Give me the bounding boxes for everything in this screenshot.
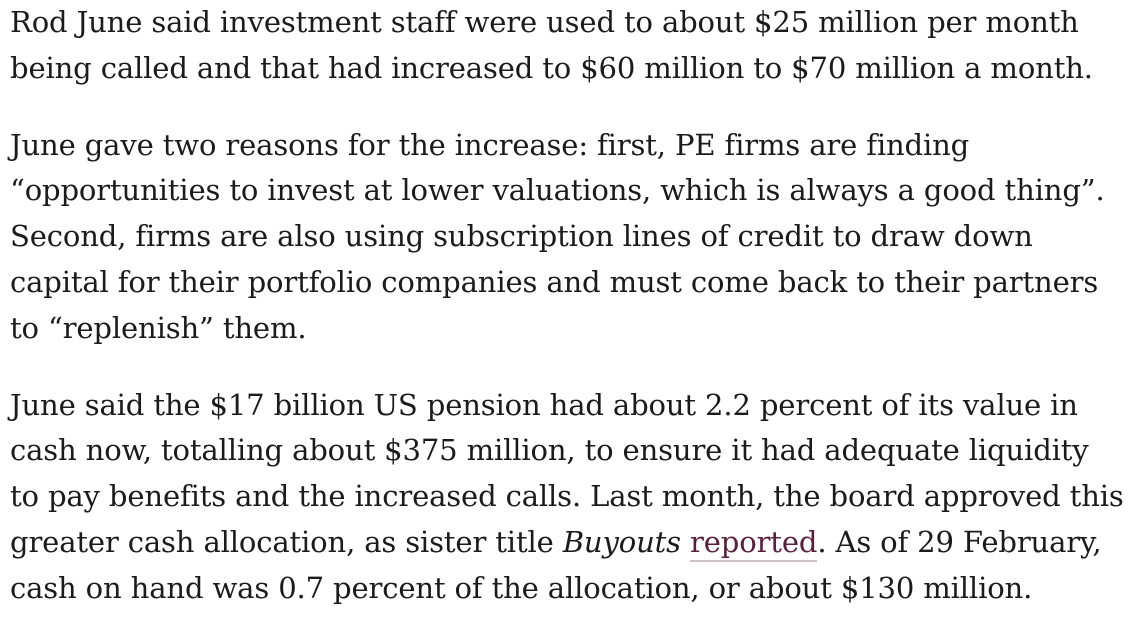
text-line-with-link: greater cash allocation, as sister title… xyxy=(10,520,1130,566)
text-line: capital for their portfolio companies an… xyxy=(10,264,1099,299)
text-line: to “replenish” them. xyxy=(10,310,307,345)
paragraph-2: June gave two reasons for the increase: … xyxy=(10,123,1130,352)
text-line: Second, firms are also using subscriptio… xyxy=(10,219,1033,254)
text-line: Rod June said investment staff were used… xyxy=(10,5,1079,39)
paragraph-1: Rod June said investment staff were used… xyxy=(10,0,1130,92)
text-line: June gave two reasons for the increase: … xyxy=(10,127,970,162)
text-fragment: greater cash allocation, as sister title xyxy=(10,524,563,559)
text-line: cash on hand was 0.7 percent of the allo… xyxy=(10,570,1033,605)
article-body: Rod June said investment staff were used… xyxy=(10,0,1130,612)
text-line: to pay benefits and the increased calls.… xyxy=(10,479,1124,514)
text-line: “opportunities to invest at lower valuat… xyxy=(10,173,1105,208)
text-line: June said the $17 billion US pension had… xyxy=(10,387,1078,422)
text-line: cash now, totalling about $375 million, … xyxy=(10,433,1089,468)
text-fragment: . As of 29 February, xyxy=(817,524,1102,559)
text-fragment xyxy=(681,525,690,559)
publication-name: Buyouts xyxy=(562,524,681,559)
reported-link[interactable]: reported xyxy=(690,524,817,562)
paragraph-3: June said the $17 billion US pension had… xyxy=(10,383,1130,612)
text-line: being called and that had increased to $… xyxy=(10,50,1093,85)
